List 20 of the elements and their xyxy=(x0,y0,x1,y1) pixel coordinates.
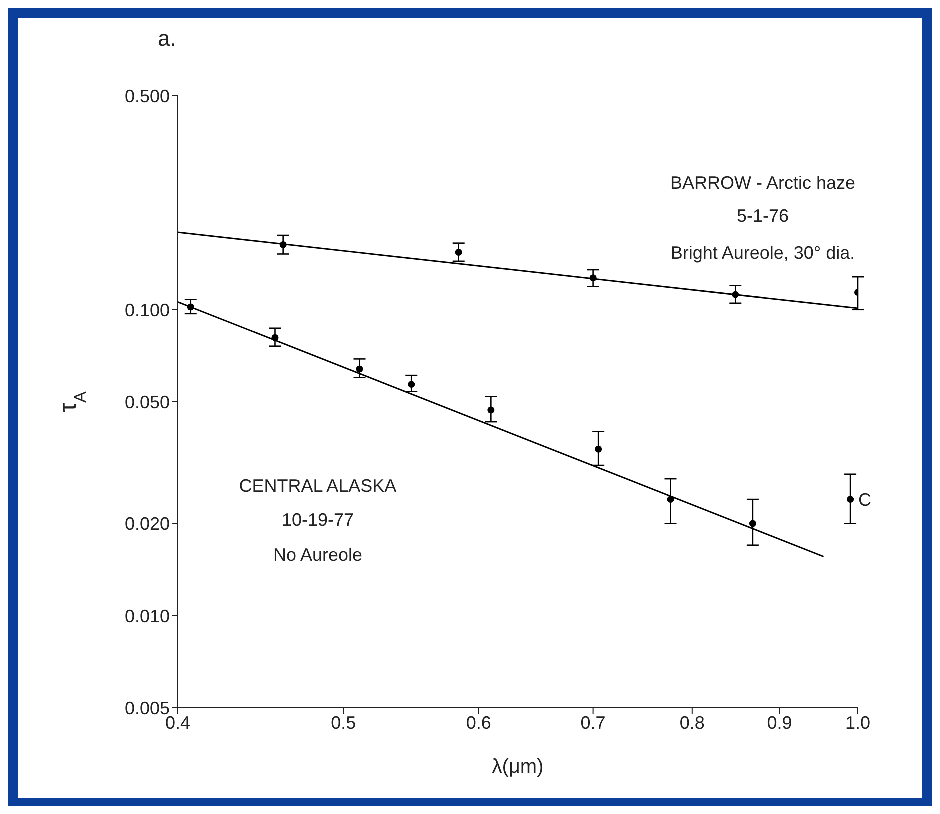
text: a. xyxy=(158,26,176,52)
annotation: C xyxy=(858,490,872,510)
x-tick-label: 1.0 xyxy=(845,712,871,733)
y-tick-label: 0.010 xyxy=(124,606,170,626)
y-tick-label: 0.100 xyxy=(124,300,170,320)
x-tick-label: 0.9 xyxy=(767,712,792,733)
x-tick-label: 0.8 xyxy=(680,712,705,733)
annotation: No Aureole xyxy=(273,545,363,566)
y-tick-label: 0.500 xyxy=(124,86,170,106)
annotation: Bright Aureole, 30° dia. xyxy=(670,243,856,264)
annotation: 10-19-77 xyxy=(282,510,354,531)
x-axis-title: λ(μm) xyxy=(492,756,544,778)
annotation: CENTRAL ALASKA xyxy=(239,476,397,497)
y-tick-label: 0.050 xyxy=(124,392,170,412)
annotation: 5-1-76 xyxy=(736,206,790,227)
x-tick-label: 0.5 xyxy=(331,712,356,733)
y-tick-label: 0.020 xyxy=(124,514,170,534)
annotation: BARROW - Arctic haze xyxy=(670,173,856,194)
x-tick-label: 0.7 xyxy=(580,712,606,733)
x-tick-label: 0.6 xyxy=(466,712,492,733)
